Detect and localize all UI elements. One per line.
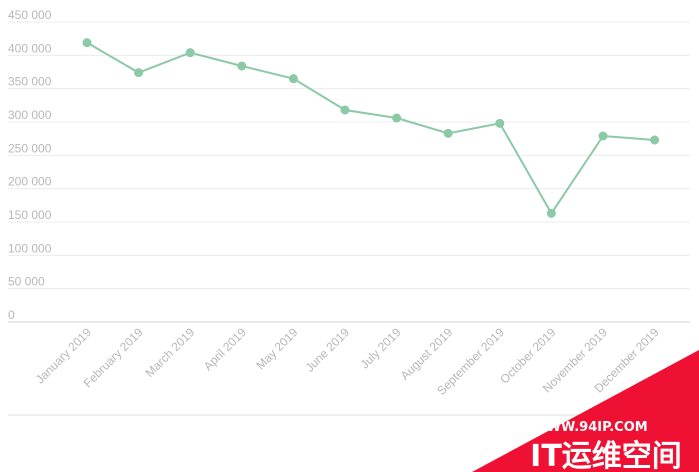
x-tick-label: March 2019 xyxy=(143,325,198,380)
y-tick-label: 0 xyxy=(8,308,15,322)
data-point xyxy=(495,118,505,128)
x-tick-label: July 2019 xyxy=(357,325,403,371)
y-tick-label: 300 000 xyxy=(8,108,52,122)
data-point xyxy=(237,61,247,71)
data-point xyxy=(650,135,660,145)
y-tick-label: 400 000 xyxy=(8,41,52,55)
data-point xyxy=(546,208,556,218)
data-point xyxy=(340,105,350,115)
watermark-title: IT运维空间 xyxy=(530,439,682,472)
y-tick-label: 350 000 xyxy=(8,75,52,89)
data-point xyxy=(82,38,92,48)
series-line xyxy=(86,41,655,216)
data-point xyxy=(134,68,144,78)
data-point xyxy=(288,74,298,84)
x-tick-label: June 2019 xyxy=(303,325,353,375)
y-tick-label: 150 000 xyxy=(8,208,52,222)
data-point xyxy=(443,128,453,138)
data-point xyxy=(598,131,608,141)
y-tick-label: 250 000 xyxy=(8,141,52,155)
watermark-red-corner xyxy=(472,350,699,472)
y-tick-label: 100 000 xyxy=(8,241,52,255)
grid-lines xyxy=(8,21,690,323)
y-axis-tick-labels: 0 50 000 100 000 150 000 200 000 250 000 300 0… xyxy=(8,8,52,322)
data-point xyxy=(392,113,402,123)
watermark: WWW.94IP.COM IT运维空间 xyxy=(472,350,699,472)
data-point xyxy=(185,48,195,58)
x-tick-label: May 2019 xyxy=(253,325,300,372)
x-tick-label: April 2019 xyxy=(201,325,249,373)
y-tick-label: 200 000 xyxy=(8,175,52,189)
series-group xyxy=(82,38,660,218)
y-tick-label: 450 000 xyxy=(8,8,52,22)
watermark-url: WWW.94IP.COM xyxy=(532,420,647,435)
y-tick-label: 50 000 xyxy=(8,275,45,289)
